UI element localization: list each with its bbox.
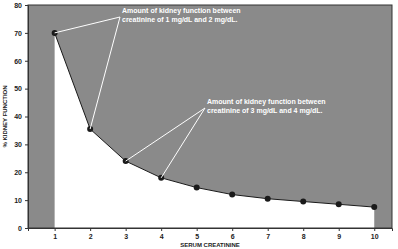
tick-mark [25,89,28,90]
tick: 5 [195,228,199,240]
tick-mark [25,144,28,145]
tick-mark [25,228,28,229]
tick: 3 [124,228,128,240]
tick-label: 1 [53,233,57,240]
tick-label: 9 [337,233,341,240]
annotation-pointer [161,108,205,178]
annotation-pointer [90,17,120,129]
tick-label: 80 [14,2,22,9]
data-point [300,199,306,205]
tick: 30 [14,141,28,148]
axis-line [25,6,29,229]
data-point [194,185,200,191]
annotation: Amount of kidney function betweencreatin… [126,98,326,178]
plot-frame [28,5,392,228]
tick-label: 8 [302,233,306,240]
tick: 9 [337,228,341,240]
annotation-text: Amount of kidney function between [122,7,241,15]
data-point [336,201,342,207]
annotation-pointer [55,17,120,33]
annotation-text: Amount of kidney function between [207,98,326,106]
area-under-curve [55,33,375,228]
marks [52,30,378,228]
x-axis-title: SERUM CREATININE [180,242,240,248]
tick: 80 [14,2,28,9]
tick-mark [339,228,340,231]
tick: 70 [14,30,28,37]
tick: 40 [14,113,28,120]
tick-mark [126,228,127,231]
tick: 50 [14,85,28,92]
tick: 0 [18,225,28,232]
tick-mark [303,228,304,231]
tick: 60 [14,57,28,64]
annotation-text: creatinine of 3 mg/dL and 4 mg/dL. [207,107,322,115]
annotation-pointer [126,108,205,161]
tick-label: 70 [14,30,22,37]
tick-label: 3 [124,233,128,240]
tick-mark [232,228,233,231]
tick: 20 [14,169,28,176]
tick-label: 0 [18,225,22,232]
plot-background [28,5,392,228]
tick-mark [25,5,28,6]
tick-mark [25,61,28,62]
tick-label: 5 [195,233,199,240]
tick-mark [25,200,28,201]
tick: 10 [371,228,379,240]
tick-mark [90,228,91,231]
tick-mark [161,228,162,231]
data-point [229,192,235,198]
tick-label: 6 [231,233,235,240]
tick-mark [374,228,375,231]
tick-label: 60 [14,57,22,64]
tick-mark [25,172,28,173]
x-axis: 1 2 3 4 5 6 7 8 9 10 [29,228,393,240]
y-axis-title: % KIDNEY FUNCTION [2,85,8,147]
tick-mark [25,117,28,118]
tick-label: 10 [14,197,22,204]
data-point [371,204,377,210]
tick-label: 20 [14,169,22,176]
tick-label: 7 [266,233,270,240]
tick: 7 [266,228,270,240]
tick-mark [197,228,198,231]
axis-line [29,229,393,232]
tick-mark [268,228,269,231]
tick-label: 40 [14,113,22,120]
tick: 10 [14,197,28,204]
tick-label: 10 [371,233,379,240]
tick: 1 [53,228,57,240]
tick-mark [25,33,28,34]
tick-label: 50 [14,85,22,92]
tick-label: 30 [14,141,22,148]
annotation-text: creatinine of 1 mg/dL and 2 mg/dL. [122,16,237,24]
chart: Amount of kidney function betweencreatin… [0,0,398,249]
curve [55,33,375,207]
y-axis: 0 10 20 30 40 50 60 70 80 [14,2,28,232]
tick: 2 [89,228,93,240]
tick: 8 [302,228,306,240]
tick-mark [55,228,56,231]
tick: 6 [231,228,235,240]
tick-label: 2 [89,233,93,240]
tick: 4 [160,228,164,240]
data-point [265,196,271,202]
tick-label: 4 [160,233,164,240]
